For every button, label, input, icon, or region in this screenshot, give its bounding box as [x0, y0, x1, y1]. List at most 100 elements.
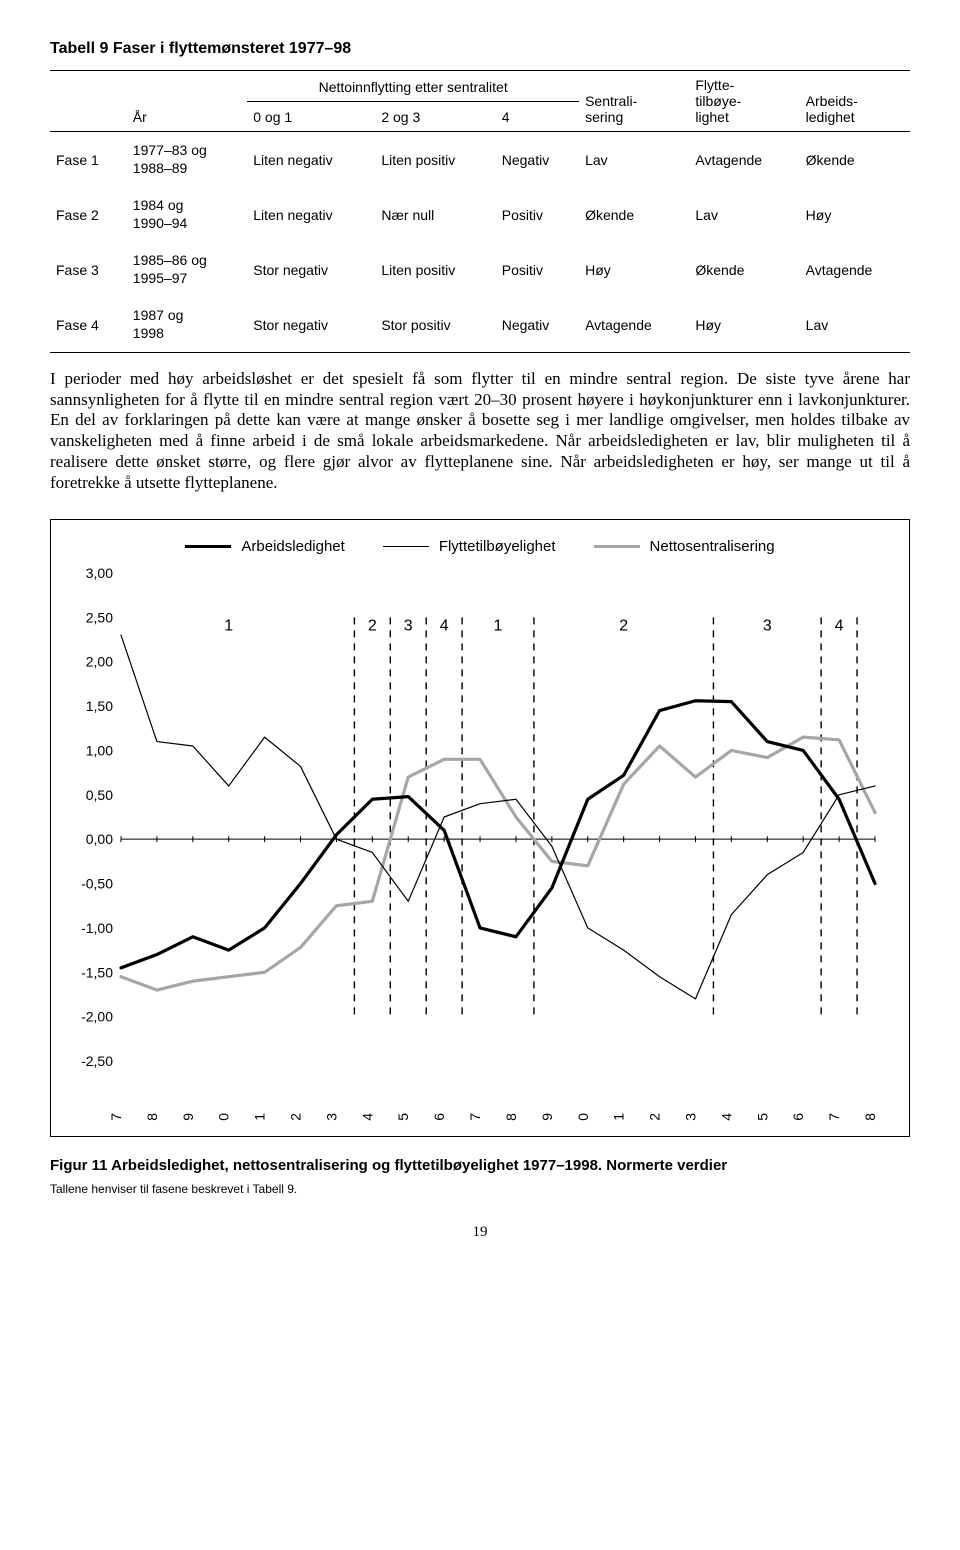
legend-label: Nettosentralisering [650, 538, 775, 555]
svg-text:-2,50: -2,50 [81, 1053, 113, 1069]
svg-text:1981: 1981 [252, 1113, 268, 1121]
col-year: År [127, 71, 247, 132]
cell: Økende [800, 132, 910, 188]
cell: Avtagende [800, 242, 910, 297]
svg-text:1998: 1998 [862, 1113, 878, 1121]
svg-text:1988: 1988 [503, 1113, 519, 1121]
svg-text:1996: 1996 [790, 1113, 806, 1121]
legend-swatch [594, 545, 640, 548]
svg-text:1987: 1987 [467, 1113, 483, 1121]
svg-text:-1,50: -1,50 [81, 965, 113, 981]
cell: Stor negativ [247, 297, 375, 353]
phase-table: År Nettoinnflytting etter sentralitet Se… [50, 70, 910, 353]
cell: Negativ [496, 132, 579, 188]
body-paragraph: I perioder med høy arbeidsløshet er det … [50, 369, 910, 493]
fase-years: 1985–86 og 1995–97 [127, 242, 247, 297]
fase-label: Fase 3 [50, 242, 127, 297]
cell: Liten negativ [247, 132, 375, 188]
col-arbeid: Arbeids- ledighet [800, 71, 910, 132]
cell: Negativ [496, 297, 579, 353]
svg-text:3,00: 3,00 [86, 565, 113, 581]
col-flytte: Flytte- tilbøye- lighet [689, 71, 799, 132]
legend-item: Nettosentralisering [594, 538, 775, 555]
cell: Høy [579, 242, 689, 297]
col-2-3: 2 og 3 [375, 101, 495, 132]
svg-text:1994: 1994 [718, 1113, 734, 1121]
svg-text:1991: 1991 [611, 1113, 627, 1121]
legend-swatch [185, 545, 231, 548]
svg-text:2,50: 2,50 [86, 610, 113, 626]
cell: Lav [689, 187, 799, 242]
svg-text:4: 4 [440, 618, 449, 635]
cell: Stor positiv [375, 297, 495, 353]
col-0-1: 0 og 1 [247, 101, 375, 132]
cell: Avtagende [689, 132, 799, 188]
svg-text:1982: 1982 [288, 1113, 304, 1121]
chart-container: Arbeidsledighet Flyttetilbøyelighet Nettos… [50, 519, 910, 1137]
svg-text:1: 1 [224, 618, 233, 635]
svg-text:3: 3 [763, 618, 772, 635]
svg-text:1990: 1990 [575, 1113, 591, 1121]
cell: Liten negativ [247, 187, 375, 242]
fase-label: Fase 4 [50, 297, 127, 353]
svg-text:0,00: 0,00 [86, 832, 113, 848]
page-number: 19 [50, 1224, 910, 1241]
line-chart: 3,00 2,50 2,00 1,50 1,00 0,50 0,00 -0,50 -1,00 -1… [69, 561, 889, 1121]
svg-text:1: 1 [494, 618, 503, 635]
svg-text:1995: 1995 [754, 1113, 770, 1121]
col-4: 4 [496, 101, 579, 132]
svg-text:-2,00: -2,00 [81, 1009, 113, 1025]
cell: Liten positiv [375, 242, 495, 297]
legend-label: Flyttetilbøyelighet [439, 538, 556, 555]
svg-text:1993: 1993 [682, 1113, 698, 1121]
cell: Høy [800, 187, 910, 242]
svg-text:1992: 1992 [647, 1113, 663, 1121]
cell: Nær null [375, 187, 495, 242]
svg-text:-1,00: -1,00 [81, 920, 113, 936]
cell: Stor negativ [247, 242, 375, 297]
svg-text:1986: 1986 [431, 1113, 447, 1121]
svg-text:-0,50: -0,50 [81, 876, 113, 892]
svg-text:1985: 1985 [395, 1113, 411, 1121]
svg-text:1,00: 1,00 [86, 743, 113, 759]
col-sentral: Sentrali- sering [579, 71, 689, 132]
col-group-netto: Nettoinnflytting etter sentralitet [247, 71, 579, 102]
fase-years: 1987 og 1998 [127, 297, 247, 353]
figure-caption: Figur 11 Arbeidsledighet, nettosentralis… [50, 1157, 910, 1174]
figure-note: Tallene henviser til fasene beskrevet i … [50, 1182, 910, 1196]
fase-label: Fase 1 [50, 132, 127, 188]
cell: Høy [689, 297, 799, 353]
svg-text:1979: 1979 [180, 1113, 196, 1121]
legend-label: Arbeidsledighet [241, 538, 344, 555]
svg-text:1997: 1997 [826, 1113, 842, 1121]
svg-text:2: 2 [368, 618, 377, 635]
fase-years: 1977–83 og 1988–89 [127, 132, 247, 188]
svg-text:1989: 1989 [539, 1113, 555, 1121]
svg-text:4: 4 [835, 618, 844, 635]
svg-text:0,50: 0,50 [86, 787, 113, 803]
legend-item: Arbeidsledighet [185, 538, 344, 555]
svg-text:3: 3 [404, 618, 413, 635]
cell: Positiv [496, 187, 579, 242]
fase-label: Fase 2 [50, 187, 127, 242]
cell: Lav [579, 132, 689, 188]
chart-legend: Arbeidsledighet Flyttetilbøyelighet Nettos… [69, 538, 891, 555]
fase-years: 1984 og 1990–94 [127, 187, 247, 242]
cell: Positiv [496, 242, 579, 297]
cell: Avtagende [579, 297, 689, 353]
svg-text:2,00: 2,00 [86, 654, 113, 670]
svg-text:1978: 1978 [144, 1113, 160, 1121]
svg-text:2: 2 [619, 618, 628, 635]
svg-text:1984: 1984 [359, 1113, 375, 1121]
legend-item: Flyttetilbøyelighet [383, 538, 556, 555]
svg-text:1980: 1980 [216, 1113, 232, 1121]
svg-text:1983: 1983 [323, 1113, 339, 1121]
svg-text:1977: 1977 [108, 1113, 124, 1121]
svg-text:1,50: 1,50 [86, 698, 113, 714]
cell: Lav [800, 297, 910, 353]
legend-swatch [383, 546, 429, 547]
table-title: Tabell 9 Faser i flyttemønsteret 1977–98 [50, 40, 910, 58]
cell: Økende [689, 242, 799, 297]
cell: Liten positiv [375, 132, 495, 188]
cell: Økende [579, 187, 689, 242]
